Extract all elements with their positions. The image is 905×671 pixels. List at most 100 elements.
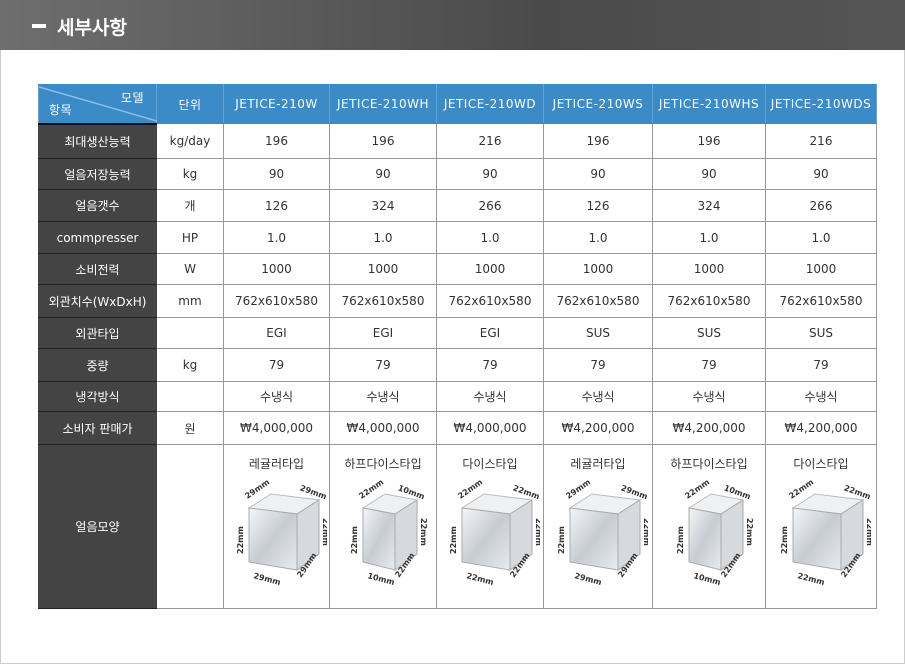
value-cell: EGI — [223, 317, 330, 349]
value-cell: 90 — [223, 158, 330, 190]
row-label: 얼음갯수 — [38, 189, 157, 222]
ice-cube-image: 22mm 10mm 22mm 22mm 10mm 22mm — [350, 477, 428, 587]
model-header: JETICE-210WS — [543, 84, 653, 124]
value-cell: 762x610x580 — [765, 284, 877, 318]
unit-cell: kg/day — [156, 123, 224, 159]
value-cell: ₩4,000,000 — [223, 411, 330, 445]
dimension-label: 22mm — [780, 526, 789, 554]
value-cell: 1.0 — [329, 221, 437, 254]
table-row: 얼음저장능력 kg 90 90 90 90 90 90 — [38, 158, 877, 190]
unit-cell — [156, 444, 224, 609]
value-cell: 90 — [652, 158, 766, 190]
dimension-label: 10mm — [692, 571, 721, 587]
unit-cell: kg — [156, 158, 224, 190]
value-cell: 1.0 — [436, 221, 544, 254]
dimension-label: 22mm — [676, 526, 685, 554]
ice-shape-cell: 레귤러타입 29mm 29mm 22mm 22mm 29mm 29mm — [543, 444, 653, 609]
ice-shape-name: 하프다이스타입 — [670, 457, 748, 471]
value-cell: 90 — [436, 158, 544, 190]
row-label: 중량 — [38, 348, 157, 382]
dimension-label: 22mm — [465, 571, 494, 587]
value-cell: ₩4,200,000 — [543, 411, 653, 445]
value-cell: 수냉식 — [543, 381, 653, 412]
value-cell: 324 — [652, 189, 766, 222]
section-header: 세부사항 — [0, 0, 905, 50]
unit-cell: kg — [156, 348, 224, 382]
value-cell: SUS — [543, 317, 653, 349]
dimension-label: 22mm — [534, 518, 540, 546]
value-cell: 90 — [543, 158, 653, 190]
dimension-label: 10mm — [366, 571, 395, 587]
value-cell: 79 — [652, 348, 766, 382]
table-row: 외관치수(WxDxH) mm 762x610x580 762x610x580 762x6… — [38, 284, 877, 318]
value-cell: SUS — [765, 317, 877, 349]
table-row: 최대생산능력 kg/day 196 196 216 196 196 216 — [38, 123, 877, 159]
dimension-label: 22mm — [557, 526, 566, 554]
dimension-label: 22mm — [642, 518, 648, 546]
value-cell: 126 — [543, 189, 653, 222]
table-row: 소비전력 W 1000 1000 1000 1000 1000 1000 — [38, 253, 877, 285]
ice-cube-image: 22mm 22mm 22mm 22mm 22mm 22mm — [780, 477, 874, 587]
unit-cell: mm — [156, 284, 224, 318]
dimension-label: 29mm — [573, 571, 602, 587]
value-cell: 196 — [543, 123, 653, 159]
value-cell: 324 — [329, 189, 437, 222]
section-title: 세부사항 — [57, 17, 127, 39]
unit-header: 단위 — [156, 84, 224, 124]
model-header: JETICE-210W — [223, 84, 330, 124]
value-cell: 762x610x580 — [543, 284, 653, 318]
value-cell: 1.0 — [543, 221, 653, 254]
value-cell: 수냉식 — [652, 381, 766, 412]
ice-shape-name: 레귤러타입 — [248, 457, 305, 471]
row-label: 소비자 판매가 — [38, 411, 157, 445]
spec-table: 모델 항목 단위 JETICE-210W JETICE-210WH JETICE-2… — [38, 84, 877, 609]
corner-item-label: 항목 — [49, 103, 73, 117]
ice-shape-name: 레귤러타입 — [570, 457, 626, 471]
value-cell: 79 — [223, 348, 330, 382]
value-cell: 1000 — [543, 253, 653, 285]
value-cell: 216 — [436, 123, 544, 159]
ice-shape-name: 하프다이스타입 — [344, 457, 422, 471]
value-cell: 수냉식 — [436, 381, 544, 412]
value-cell: 762x610x580 — [223, 284, 330, 318]
value-cell: 762x610x580 — [329, 284, 437, 318]
ice-shape-cell: 레귤러타입 29mm 29mm 22mm 22mm 29mm 29mm — [223, 444, 330, 609]
value-cell: 762x610x580 — [436, 284, 544, 318]
value-cell: 1.0 — [765, 221, 877, 254]
ice-cube-image: 22mm 10mm 22mm 22mm 10mm 22mm — [676, 477, 754, 587]
row-label: 냉각방식 — [38, 381, 157, 412]
value-cell: 1.0 — [223, 221, 330, 254]
ice-cube-image: 22mm 22mm 22mm 22mm 22mm 22mm — [449, 477, 543, 587]
table-row: commpresser HP 1.0 1.0 1.0 1.0 1.0 1.0 — [38, 221, 877, 254]
table-row: 소비자 판매가 원 ₩4,000,000 ₩4,000,000 ₩4,000,000 ₩4… — [38, 411, 877, 445]
value-cell: 266 — [765, 189, 877, 222]
value-cell: 762x610x580 — [652, 284, 766, 318]
row-label: 소비전력 — [38, 253, 157, 285]
value-cell: 79 — [436, 348, 544, 382]
value-cell: 1000 — [765, 253, 877, 285]
value-cell: 196 — [223, 123, 330, 159]
value-cell: 1.0 — [652, 221, 766, 254]
ice-cube-image: 29mm 29mm 22mm 22mm 29mm 29mm — [557, 477, 651, 587]
corner-model-label: 모델 — [120, 91, 144, 105]
row-label: 외관치수(WxDxH) — [38, 284, 157, 318]
value-cell: EGI — [436, 317, 544, 349]
value-cell: 1000 — [223, 253, 330, 285]
value-cell: 1000 — [652, 253, 766, 285]
ice-shape-name: 다이스타입 — [793, 457, 849, 471]
dimension-label: 22mm — [236, 526, 245, 554]
model-header: JETICE-210WHS — [652, 84, 766, 124]
value-cell: 90 — [765, 158, 877, 190]
value-cell: 1000 — [329, 253, 437, 285]
table-row: 중량 kg 79 79 79 79 79 79 — [38, 348, 877, 382]
dash-icon — [32, 24, 46, 28]
row-label: commpresser — [38, 221, 157, 254]
dimension-label: 22mm — [449, 526, 458, 554]
model-header: JETICE-210WDS — [765, 84, 877, 124]
table-row: 얼음갯수 개 126 324 266 126 324 266 — [38, 189, 877, 222]
value-cell: SUS — [652, 317, 766, 349]
value-cell: 216 — [765, 123, 877, 159]
dimension-label: 22mm — [321, 518, 327, 546]
row-label: 얼음모양 — [38, 444, 157, 609]
value-cell: ₩4,200,000 — [652, 411, 766, 445]
